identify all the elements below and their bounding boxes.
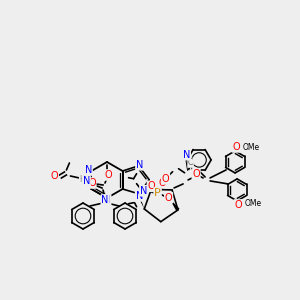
Text: N: N: [101, 195, 109, 205]
Text: N: N: [83, 176, 90, 186]
Text: O: O: [51, 171, 58, 181]
Polygon shape: [169, 199, 180, 211]
Polygon shape: [138, 197, 144, 209]
Text: H: H: [80, 176, 85, 184]
Text: O: O: [165, 193, 172, 203]
Text: C: C: [188, 158, 193, 167]
Text: O: O: [234, 200, 242, 210]
Text: N: N: [136, 191, 143, 201]
Text: N: N: [85, 165, 92, 175]
Text: N: N: [103, 195, 111, 205]
Text: O: O: [232, 142, 240, 152]
Text: OMe: OMe: [243, 143, 260, 152]
Text: O: O: [159, 178, 167, 188]
Text: P: P: [154, 188, 161, 198]
Text: O: O: [162, 174, 170, 184]
Text: N: N: [140, 186, 147, 196]
Text: N: N: [183, 150, 190, 160]
Text: O: O: [148, 182, 155, 191]
Text: O: O: [88, 178, 96, 188]
Text: OMe: OMe: [245, 200, 262, 208]
Text: N: N: [136, 160, 143, 170]
Text: O: O: [192, 169, 200, 179]
Text: O: O: [104, 170, 112, 180]
